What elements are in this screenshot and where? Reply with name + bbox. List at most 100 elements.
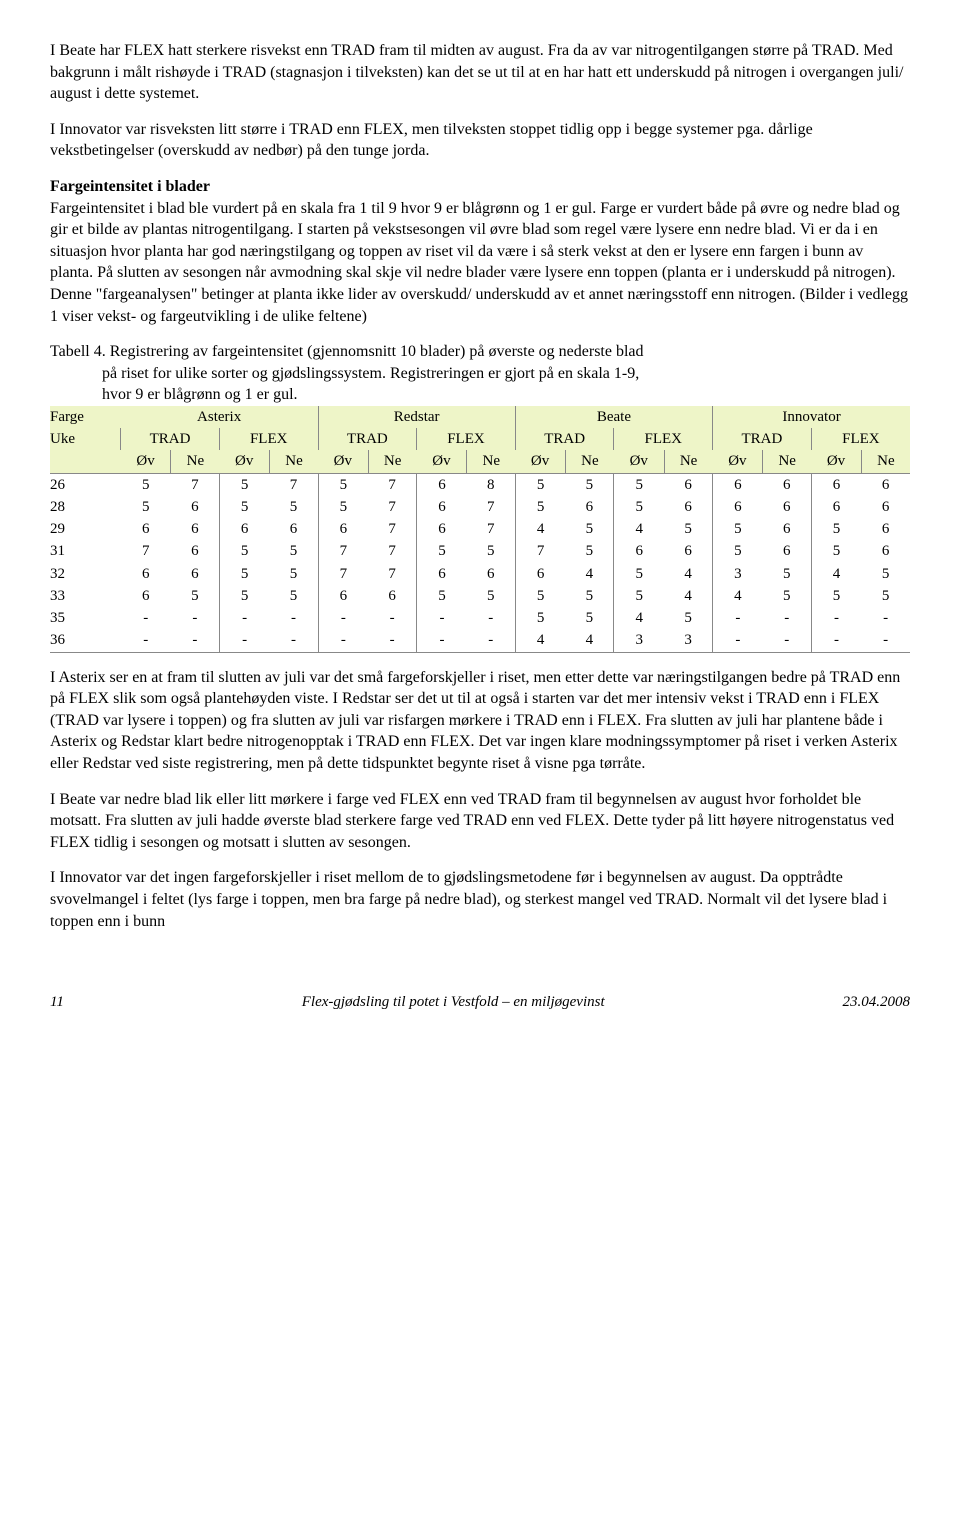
uke-cell: 35 — [50, 607, 121, 629]
data-cell: 5 — [614, 496, 664, 518]
data-cell: 5 — [713, 518, 763, 540]
data-cell: - — [269, 607, 318, 629]
data-cell: 5 — [269, 496, 318, 518]
data-cell: 6 — [417, 518, 467, 540]
data-cell: 5 — [664, 518, 713, 540]
data-cell: 6 — [811, 496, 861, 518]
variety-redstar: Redstar — [318, 406, 515, 428]
footer-page-number: 11 — [50, 992, 64, 1012]
data-cell: 6 — [565, 496, 614, 518]
data-cell: 6 — [713, 473, 763, 496]
subcol-ne: Ne — [763, 450, 812, 473]
data-cell: - — [121, 629, 171, 652]
table-row: 317655775575665656 — [50, 540, 910, 562]
data-cell: - — [467, 629, 516, 652]
subcol-ov: Øv — [219, 450, 269, 473]
data-cell: 5 — [565, 518, 614, 540]
data-cell: - — [171, 607, 220, 629]
data-cell: 6 — [861, 473, 910, 496]
data-cell: 3 — [713, 563, 763, 585]
data-cell: 5 — [318, 496, 368, 518]
data-cell: 5 — [417, 585, 467, 607]
data-cell: 6 — [171, 518, 220, 540]
data-cell: 6 — [121, 585, 171, 607]
table-row: 336555665555544555 — [50, 585, 910, 607]
data-cell: 7 — [318, 540, 368, 562]
subcol-ne: Ne — [861, 450, 910, 473]
subcol-ne: Ne — [269, 450, 318, 473]
table-row: 296666676745455656 — [50, 518, 910, 540]
data-cell: - — [368, 607, 417, 629]
data-cell: 6 — [219, 518, 269, 540]
data-cell: 7 — [269, 473, 318, 496]
page-footer: 11 Flex-gjødsling til potet i Vestfold –… — [50, 992, 910, 1012]
data-cell: 8 — [467, 473, 516, 496]
subcol-ov: Øv — [515, 450, 565, 473]
data-cell: 5 — [515, 473, 565, 496]
data-cell: 4 — [664, 563, 713, 585]
data-cell: 5 — [467, 585, 516, 607]
data-cell: 6 — [171, 496, 220, 518]
system-trad: TRAD — [318, 428, 417, 450]
data-cell: - — [318, 607, 368, 629]
paragraph-5: I Beate var nedre blad lik eller litt mø… — [50, 789, 910, 854]
data-cell: 6 — [664, 496, 713, 518]
variety-asterix: Asterix — [121, 406, 318, 428]
data-cell: 5 — [467, 540, 516, 562]
data-cell: 5 — [219, 473, 269, 496]
data-cell: 6 — [368, 585, 417, 607]
data-cell: 5 — [614, 563, 664, 585]
subcol-ov: Øv — [614, 450, 664, 473]
data-cell: 4 — [565, 563, 614, 585]
data-cell: 5 — [861, 563, 910, 585]
intensity-table: Farge Asterix Redstar Beate Innovator Uk… — [50, 406, 910, 653]
data-cell: 7 — [368, 563, 417, 585]
data-cell: - — [219, 629, 269, 652]
data-cell: 5 — [811, 540, 861, 562]
data-cell: 4 — [614, 518, 664, 540]
data-cell: - — [219, 607, 269, 629]
data-cell: 6 — [318, 518, 368, 540]
data-cell: 4 — [565, 629, 614, 652]
data-cell: 6 — [121, 563, 171, 585]
paragraph-4: I Asterix ser en at fram til slutten av … — [50, 667, 910, 775]
data-cell: 5 — [565, 607, 614, 629]
data-cell: - — [861, 607, 910, 629]
footer-title: Flex-gjødsling til potet i Vestfold – en… — [302, 992, 605, 1012]
data-cell: - — [861, 629, 910, 652]
paragraph-6: I Innovator var det ingen fargeforskjell… — [50, 867, 910, 932]
data-cell: 7 — [368, 496, 417, 518]
subcol-ne: Ne — [664, 450, 713, 473]
paragraph-3: Fargeintensitet i blader Fargeintensitet… — [50, 176, 910, 327]
system-trad: TRAD — [515, 428, 614, 450]
data-cell: 4 — [515, 629, 565, 652]
data-cell: 6 — [763, 540, 812, 562]
paragraph-3-body: Fargeintensitet i blad ble vurdert på en… — [50, 200, 908, 325]
data-cell: - — [467, 607, 516, 629]
data-cell: 5 — [565, 473, 614, 496]
data-cell: 6 — [121, 518, 171, 540]
data-cell: 5 — [219, 585, 269, 607]
data-cell: - — [713, 629, 763, 652]
data-cell: 7 — [467, 496, 516, 518]
data-cell: 5 — [811, 518, 861, 540]
data-cell: - — [417, 607, 467, 629]
data-cell: - — [763, 607, 812, 629]
data-cell: 4 — [713, 585, 763, 607]
data-cell: 5 — [219, 563, 269, 585]
data-cell: 5 — [171, 585, 220, 607]
data-cell: 5 — [121, 473, 171, 496]
data-cell: 5 — [219, 496, 269, 518]
data-cell: 6 — [417, 496, 467, 518]
subcol-ov: Øv — [121, 450, 171, 473]
subcol-ov: Øv — [811, 450, 861, 473]
data-cell: - — [763, 629, 812, 652]
data-cell: 4 — [811, 563, 861, 585]
data-cell: 5 — [565, 540, 614, 562]
data-cell: 6 — [811, 473, 861, 496]
system-flex: FLEX — [219, 428, 318, 450]
data-cell: 5 — [515, 585, 565, 607]
variety-innovator: Innovator — [713, 406, 910, 428]
data-cell: 5 — [614, 585, 664, 607]
data-cell: 6 — [713, 496, 763, 518]
